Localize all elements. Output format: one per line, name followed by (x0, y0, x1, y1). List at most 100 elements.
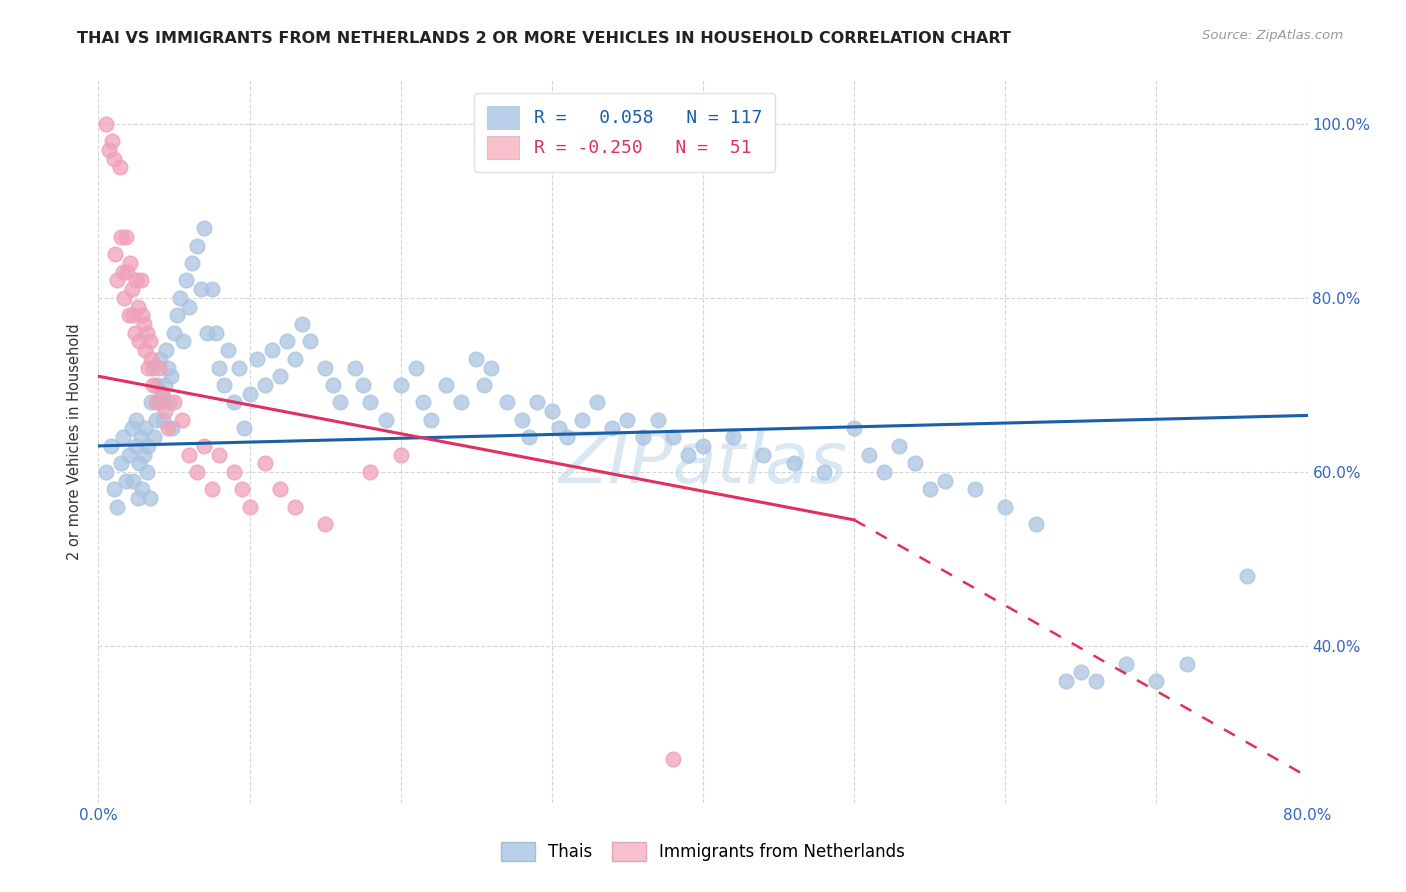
Point (129, 273, 152, 287)
Point (141, 351, 163, 366)
Point (132, 448, 155, 462)
Point (134, 343, 156, 358)
Point (103, 152, 125, 166)
Point (291, 317, 314, 331)
Point (329, 395, 352, 409)
Point (190, 282, 212, 296)
Point (118, 448, 141, 462)
Point (166, 308, 188, 322)
Point (1024, 517, 1046, 532)
Point (1085, 673, 1108, 688)
Point (246, 351, 269, 366)
Point (98, 143, 121, 157)
Point (299, 334, 322, 349)
Point (481, 360, 503, 375)
Point (148, 360, 170, 375)
Point (121, 421, 143, 435)
Point (858, 448, 880, 462)
Point (94, 117, 117, 131)
Point (170, 413, 193, 427)
Point (517, 430, 540, 444)
Point (526, 395, 548, 409)
Point (174, 273, 197, 287)
Point (201, 282, 224, 296)
Point (510, 413, 533, 427)
Text: Source: ZipAtlas.com: Source: ZipAtlas.com (1202, 29, 1343, 42)
Point (143, 430, 166, 444)
Point (163, 326, 186, 340)
Point (128, 456, 150, 470)
Point (224, 465, 246, 479)
Point (661, 752, 683, 766)
Point (284, 351, 307, 366)
Point (115, 265, 138, 279)
Point (172, 334, 194, 349)
Point (284, 500, 307, 514)
Point (994, 500, 1017, 514)
Point (360, 395, 382, 409)
Point (904, 456, 927, 470)
Point (540, 404, 562, 418)
Point (108, 161, 131, 175)
Point (135, 465, 157, 479)
Point (125, 273, 148, 287)
Point (127, 491, 149, 505)
Point (616, 413, 638, 427)
Point (631, 430, 654, 444)
Point (239, 500, 262, 514)
Point (965, 483, 987, 497)
Point (676, 448, 699, 462)
Point (201, 483, 224, 497)
Point (239, 386, 262, 401)
Point (125, 413, 148, 427)
Point (150, 386, 173, 401)
Point (555, 430, 578, 444)
Point (1236, 569, 1258, 583)
Point (314, 360, 336, 375)
Point (723, 430, 745, 444)
Point (1115, 657, 1137, 671)
Point (344, 360, 367, 375)
Point (134, 421, 156, 435)
Point (224, 395, 246, 409)
Point (128, 334, 150, 349)
Point (141, 395, 163, 409)
Point (125, 439, 148, 453)
Point (465, 351, 488, 366)
Point (232, 421, 254, 435)
Point (153, 404, 176, 418)
Point (472, 378, 495, 392)
Point (127, 300, 149, 314)
Point (193, 439, 215, 453)
Point (934, 474, 956, 488)
Point (692, 439, 714, 453)
Point (571, 413, 593, 427)
Point (118, 308, 141, 322)
Point (132, 317, 155, 331)
Point (124, 326, 146, 340)
Point (389, 378, 412, 392)
Point (217, 343, 239, 358)
Point (322, 378, 344, 392)
Point (1070, 665, 1092, 680)
Point (156, 360, 179, 375)
Point (156, 421, 179, 435)
Legend: R =   0.058   N = 117, R = -0.250   N =  51: R = 0.058 N = 117, R = -0.250 N = 51 (474, 93, 775, 172)
Point (110, 230, 132, 244)
Point (122, 474, 145, 488)
Point (389, 448, 412, 462)
Point (253, 456, 276, 470)
Point (94, 465, 117, 479)
Point (1175, 657, 1198, 671)
Point (103, 483, 125, 497)
Point (844, 421, 866, 435)
Point (253, 378, 276, 392)
Point (114, 474, 136, 488)
Point (129, 430, 152, 444)
Point (155, 343, 177, 358)
Point (111, 265, 134, 279)
Point (752, 448, 775, 462)
Point (169, 291, 191, 305)
Point (186, 238, 208, 252)
Point (212, 378, 235, 392)
